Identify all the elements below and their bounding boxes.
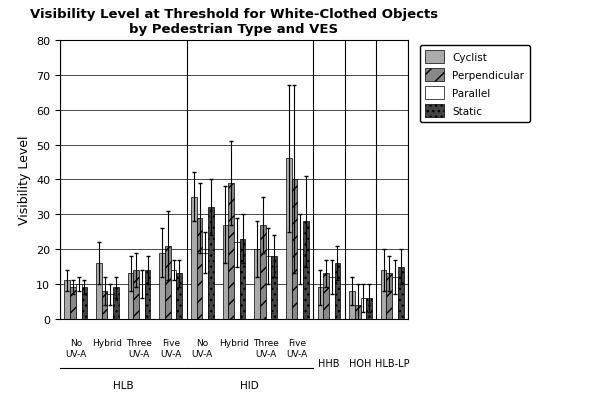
Text: Hybrid: Hybrid (92, 339, 122, 348)
Bar (70, 288, 76, 319)
Bar (234, 243, 239, 319)
Bar (223, 225, 229, 319)
Text: HHB: HHB (318, 358, 340, 368)
Bar (398, 267, 404, 319)
Text: Three
UV-A: Three UV-A (253, 339, 278, 358)
Bar (107, 294, 113, 319)
Bar (297, 249, 303, 319)
Bar (102, 291, 107, 319)
Bar (366, 298, 372, 319)
Bar (202, 253, 208, 319)
Bar (361, 298, 366, 319)
Bar (239, 239, 245, 319)
Bar (82, 288, 87, 319)
Text: No
UV-A: No UV-A (65, 339, 86, 358)
Text: HLB: HLB (113, 380, 134, 390)
Bar (381, 270, 386, 319)
Bar (191, 198, 197, 319)
Bar (292, 180, 297, 319)
Bar (392, 277, 398, 319)
Text: No
UV-A: No UV-A (192, 339, 213, 358)
Bar (329, 277, 335, 319)
Bar (145, 270, 151, 319)
Text: Hybrid: Hybrid (219, 339, 249, 348)
Bar (197, 218, 202, 319)
Bar (171, 270, 176, 319)
Bar (323, 274, 329, 319)
Bar (160, 253, 165, 319)
Bar (229, 183, 234, 319)
Bar (317, 288, 323, 319)
Bar (128, 274, 133, 319)
Bar (386, 274, 392, 319)
Bar (133, 270, 139, 319)
Text: Three
UV-A: Three UV-A (126, 339, 152, 358)
Y-axis label: Visibility Level: Visibility Level (17, 135, 31, 225)
Text: HLB-LP: HLB-LP (375, 358, 409, 368)
Text: Five
UV-A: Five UV-A (287, 339, 308, 358)
Bar (254, 249, 260, 319)
Bar (260, 225, 266, 319)
Text: Five
UV-A: Five UV-A (160, 339, 181, 358)
Title: Visibility Level at Threshold for White-Clothed Objects
by Pedestrian Type and V: Visibility Level at Threshold for White-… (30, 8, 438, 36)
Text: HID: HID (241, 380, 259, 390)
Bar (355, 305, 361, 319)
Bar (64, 281, 70, 319)
Text: HOH: HOH (349, 358, 372, 368)
Bar (335, 263, 340, 319)
Bar (96, 263, 102, 319)
Bar (76, 284, 82, 319)
Bar (176, 274, 182, 319)
Bar (266, 256, 271, 319)
Bar (208, 208, 214, 319)
Bar (113, 288, 119, 319)
Bar (139, 284, 145, 319)
Bar (303, 222, 308, 319)
Bar (349, 291, 355, 319)
Bar (165, 246, 171, 319)
Bar (271, 256, 277, 319)
Bar (286, 159, 292, 319)
Legend: Cyclist, Perpendicular, Parallel, Static: Cyclist, Perpendicular, Parallel, Static (420, 46, 530, 123)
